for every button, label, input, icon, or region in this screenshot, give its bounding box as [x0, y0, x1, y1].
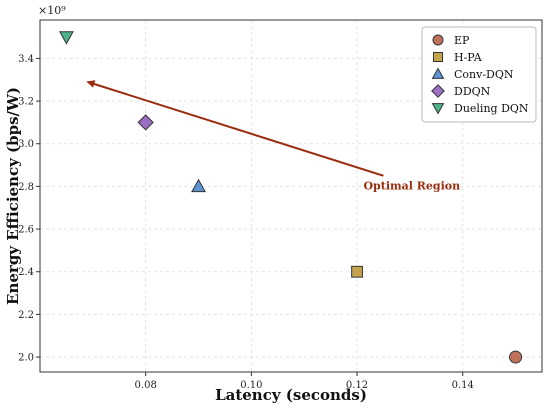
grid-lines [40, 20, 542, 372]
y-axis-label: Energy Efficiency (bps/W) [4, 87, 22, 305]
y-tick-label: 2.8 [18, 182, 34, 193]
axis-ticks: 0.08 0.10 0.12 0.14 2.0 2.2 2.4 2.6 2.8 3.0 3.2 3.4 [18, 54, 474, 391]
x-tick-label: 0.08 [135, 380, 157, 391]
data-point [191, 178, 206, 193]
x-tick-label: 0.10 [240, 380, 262, 391]
y-tick-label: 2.4 [18, 267, 34, 278]
legend-marker [431, 84, 445, 98]
x-tick-label: 0.14 [452, 380, 474, 391]
data-point [137, 114, 154, 131]
y-tick-label: 2.6 [18, 225, 34, 236]
legend-marker [433, 52, 443, 62]
annotation-arrow [86, 80, 384, 177]
legend-marker [432, 34, 444, 46]
y-axis-multiplier-label: ×10⁹ [38, 4, 66, 17]
legend-marker [431, 103, 445, 115]
legend: EP H-PA Conv-DQN DDQN Dueling DQN [421, 26, 537, 123]
y-tick-label: 2.2 [18, 310, 34, 321]
data-point [58, 31, 74, 45]
x-axis-label: Latency (seconds) [215, 386, 367, 404]
annotation: Optimal Region [86, 80, 460, 193]
legend-label: EP [454, 34, 470, 47]
legend-label: H-PA [454, 51, 483, 64]
y-tick-label: 2.0 [18, 353, 34, 364]
y-tick-label: 3.0 [18, 139, 34, 150]
legend-label: Dueling DQN [454, 102, 529, 115]
y-tick-label: 3.2 [18, 97, 34, 108]
data-point [351, 265, 363, 278]
annotation-label: Optimal Region [363, 180, 460, 193]
legend-marker [431, 67, 445, 79]
data-points [58, 31, 523, 364]
data-point [509, 350, 523, 364]
plot-frame [39, 19, 543, 373]
legend-label: Conv-DQN [454, 68, 514, 81]
y-tick-label: 3.4 [18, 54, 34, 65]
legend-label: DDQN [454, 85, 491, 98]
legend-box [421, 26, 537, 123]
x-tick-label: 0.12 [346, 380, 368, 391]
